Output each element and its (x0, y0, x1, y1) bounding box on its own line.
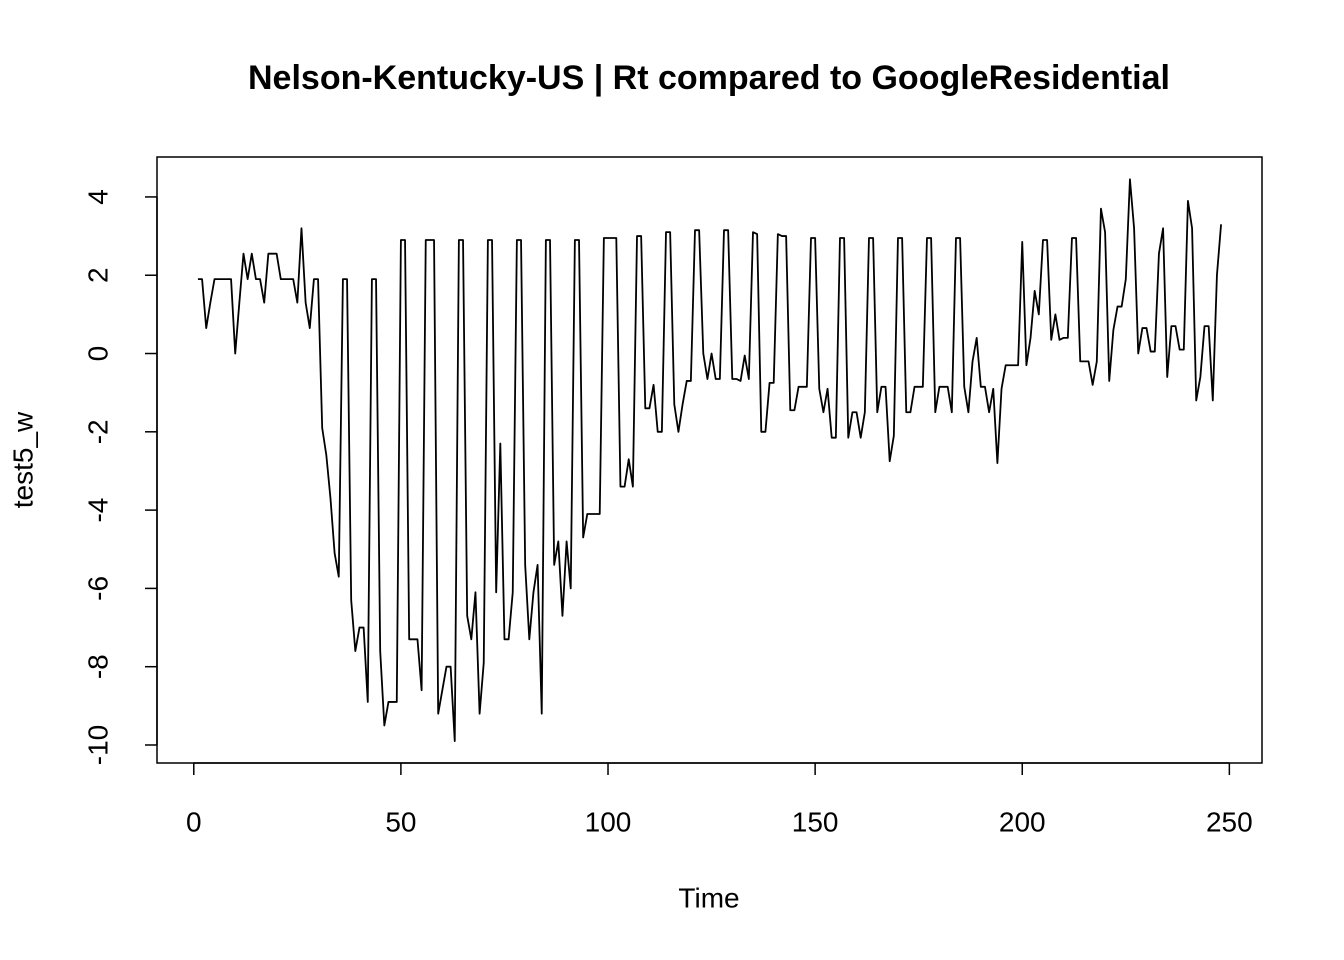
chart-title: Nelson-Kentucky-US | Rt compared to Goog… (248, 59, 1170, 97)
x-tick-label: 150 (792, 806, 839, 837)
x-axis-label: Time (678, 882, 739, 913)
x-tick-label: 0 (186, 806, 202, 837)
data-line (197, 178, 1222, 742)
y-tick-label: -10 (82, 725, 113, 765)
x-tick-label: 100 (585, 806, 632, 837)
x-tick-label: 250 (1206, 806, 1253, 837)
x-tick-label: 200 (999, 806, 1046, 837)
plot-box (156, 156, 1263, 764)
y-tick-label: 0 (82, 346, 113, 362)
y-tick-label: 4 (82, 189, 113, 205)
y-tick-label: -4 (82, 498, 113, 523)
y-tick-label: -2 (82, 419, 113, 444)
y-tick-label: 2 (82, 267, 113, 283)
y-axis-label: test5_w (7, 411, 38, 508)
y-tick-label: -8 (82, 654, 113, 679)
x-tick-label: 50 (385, 806, 416, 837)
y-tick-label: -6 (82, 576, 113, 601)
